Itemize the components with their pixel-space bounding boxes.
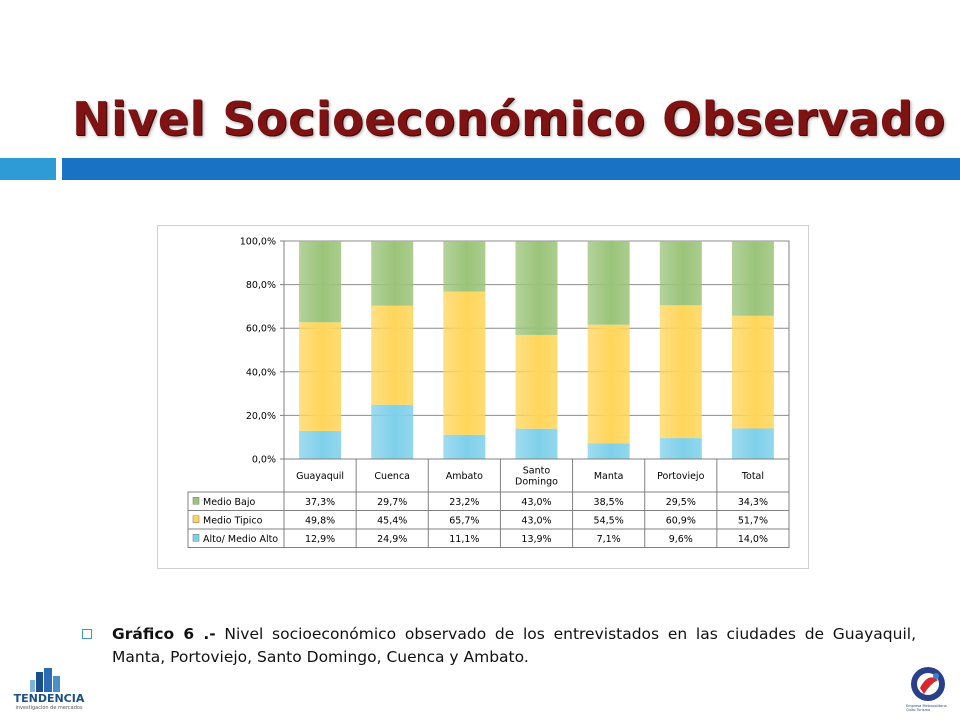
bar-segment	[659, 305, 702, 439]
data-label: 14,0%	[738, 534, 768, 545]
data-label: 29,7%	[377, 497, 407, 508]
bar-segment	[731, 315, 774, 429]
header-accent-bar	[62, 158, 960, 180]
data-label: 34,3%	[738, 497, 768, 508]
bar-segment	[587, 324, 630, 444]
bar-segment	[515, 241, 558, 335]
bar-segment	[371, 305, 414, 405]
bar-segment	[731, 428, 774, 459]
data-label: 37,3%	[305, 497, 335, 508]
legend-swatch	[192, 534, 200, 542]
bullet-icon	[82, 629, 92, 639]
stacked-bar-chart: 0,0% 20,0% 40,0% 60,0% 80,0% 100,0% Guayaquil C…	[187, 237, 790, 548]
data-label: 7,1%	[597, 534, 621, 545]
legend-label: Medio Bajo	[203, 497, 256, 508]
chart-caption: Gráfico 6 .- Nivel socioeconómico observ…	[112, 623, 916, 669]
quito-turismo-logo-text: Empresa Metropolitana Quito Turismo	[906, 704, 947, 712]
data-label: 11,1%	[449, 534, 479, 545]
data-table	[187, 491, 790, 548]
data-label: 54,5%	[594, 515, 624, 526]
data-label: 9,6%	[669, 534, 693, 545]
bar-segment	[371, 404, 414, 459]
data-label: 43,0%	[521, 515, 551, 526]
x-tick-label: Domingo	[515, 477, 558, 488]
tendencia-logo-text: TENDENCIA	[13, 692, 85, 705]
header-accent-left	[0, 158, 56, 180]
bar-segment	[731, 241, 774, 316]
bar-segment	[515, 334, 558, 429]
bar-segment	[443, 241, 486, 292]
data-label: 38,5%	[594, 497, 624, 508]
data-label: 29,5%	[666, 497, 696, 508]
y-tick-label: 100,0%	[240, 237, 276, 248]
tendencia-logo-subtext: investigación de mercados	[15, 705, 83, 711]
y-tick-label: 60,0%	[246, 324, 276, 335]
legend-label: Alto/ Medio Alto	[203, 534, 278, 545]
x-tick-label: Portoviejo	[657, 471, 704, 482]
y-tick-label: 0,0%	[252, 455, 276, 466]
bar-segment	[371, 241, 414, 306]
data-label: 43,0%	[521, 497, 551, 508]
data-label: 49,8%	[305, 515, 335, 526]
bar-segment	[515, 428, 558, 459]
x-tick-label: Guayaquil	[296, 471, 344, 482]
x-tick-label: Ambato	[446, 471, 483, 482]
y-tick-label: 40,0%	[246, 367, 276, 378]
page-title: Nivel Socioeconómico Observado	[72, 92, 946, 146]
data-label: 24,9%	[377, 534, 407, 545]
y-tick-label: 20,0%	[246, 411, 276, 422]
chart-container: 0,0% 20,0% 40,0% 60,0% 80,0% 100,0% Guayaquil C…	[157, 225, 809, 569]
data-label: 45,4%	[377, 515, 407, 526]
x-tick-label: Cuenca	[374, 471, 410, 482]
tendencia-logo: TENDENCIA investigación de mercados	[6, 668, 92, 714]
bar-segment	[299, 241, 342, 323]
bar-segment	[587, 443, 630, 459]
quito-turismo-icon	[911, 667, 945, 701]
caption-label: Gráfico 6 .-	[112, 625, 216, 643]
legend-swatch	[192, 497, 200, 505]
data-label: 13,9%	[521, 534, 551, 545]
quito-turismo-logo: Empresa Metropolitana Quito Turismo	[906, 664, 954, 716]
x-tick-label: Total	[741, 471, 764, 482]
x-tick-label: Santo	[523, 466, 551, 477]
data-label: 51,7%	[738, 515, 768, 526]
caption-text: Nivel socioeconómico observado de los en…	[112, 625, 916, 666]
data-label: 65,7%	[449, 515, 479, 526]
data-label: 12,9%	[305, 534, 335, 545]
bar-segment	[443, 434, 486, 459]
bar-segment	[659, 438, 702, 459]
bar-segment	[299, 430, 342, 459]
data-label: 60,9%	[666, 515, 696, 526]
bar-segment	[587, 240, 630, 325]
legend-swatch	[192, 515, 200, 523]
legend-label: Medio Tipico	[203, 515, 263, 526]
data-label: 23,2%	[449, 497, 479, 508]
building-icon	[30, 668, 60, 692]
y-tick-label: 80,0%	[246, 280, 276, 291]
bar-segment	[659, 241, 702, 306]
bar-segment	[443, 291, 486, 435]
bar-segment	[299, 322, 342, 431]
x-tick-label: Manta	[594, 471, 624, 482]
